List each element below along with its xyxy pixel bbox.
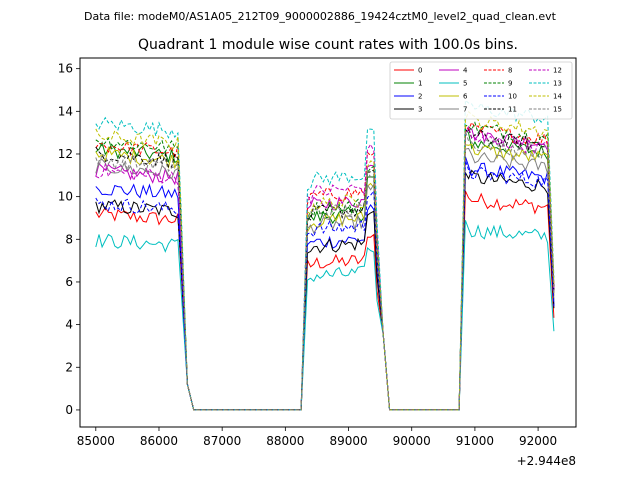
series-line-15: [95, 131, 555, 411]
legend-label-3: 3: [418, 106, 422, 114]
legend-label-15: 15: [553, 106, 562, 114]
x-offset-label: +2.944e8: [517, 454, 576, 468]
y-tick-label: 14: [58, 104, 73, 118]
y-tick-label: 6: [65, 275, 73, 289]
series-line-11: [95, 128, 555, 411]
x-tick-label: 92000: [519, 434, 557, 448]
legend-label-9: 9: [508, 80, 512, 88]
legend-label-4: 4: [463, 67, 468, 75]
series-line-0: [95, 190, 555, 411]
axes-frame: [79, 57, 577, 428]
legend-label-0: 0: [418, 67, 422, 75]
legend-frame: [389, 61, 573, 120]
series-line-8: [95, 121, 555, 411]
legend-label-5: 5: [463, 80, 467, 88]
y-axis: 0 2 4 6 8 10 12 14 16: [58, 62, 80, 417]
legend-label-6: 6: [463, 93, 468, 101]
legend-label-13: 13: [553, 80, 562, 88]
chart-title: Quadrant 1 module wise count rates with …: [138, 37, 518, 53]
x-tick-label: 89000: [329, 434, 367, 448]
series-line-14: [95, 110, 555, 411]
plot-area: 85000 86000 87000 88000 89000 90000 91000 92000…: [58, 57, 577, 468]
legend-label-12: 12: [553, 67, 562, 75]
legend-label-2: 2: [418, 93, 422, 101]
y-tick-label: 4: [65, 318, 73, 332]
series-layer: [95, 99, 555, 411]
x-tick-label: 91000: [456, 434, 494, 448]
y-tick-label: 8: [65, 232, 73, 246]
legend-label-7: 7: [463, 106, 467, 114]
y-tick-label: 2: [65, 360, 73, 374]
x-axis: 85000 86000 87000 88000 89000 90000 91000 92000: [77, 427, 557, 448]
x-tick-label: 90000: [393, 434, 431, 448]
legend-label-11: 11: [508, 106, 517, 114]
series-line-7: [95, 147, 555, 411]
figure-suptitle: Data file: modeM0/AS1A05_212T09_90000028…: [84, 10, 557, 23]
x-tick-label: 86000: [140, 434, 178, 448]
x-tick-label: 85000: [77, 434, 115, 448]
x-tick-label: 88000: [266, 434, 304, 448]
legend-label-1: 1: [418, 80, 422, 88]
y-tick-label: 10: [58, 190, 73, 204]
legend-label-8: 8: [508, 67, 512, 75]
series-line-12: [95, 125, 555, 411]
y-tick-label: 16: [58, 62, 73, 76]
series-line-3: [95, 169, 555, 411]
x-tick-label: 87000: [203, 434, 241, 448]
legend-label-10: 10: [508, 93, 517, 101]
y-tick-label: 12: [58, 147, 73, 161]
series-line-1: [95, 127, 555, 411]
y-tick-label: 0: [65, 403, 73, 417]
legend-label-14: 14: [553, 93, 562, 101]
series-line-5: [95, 220, 555, 411]
